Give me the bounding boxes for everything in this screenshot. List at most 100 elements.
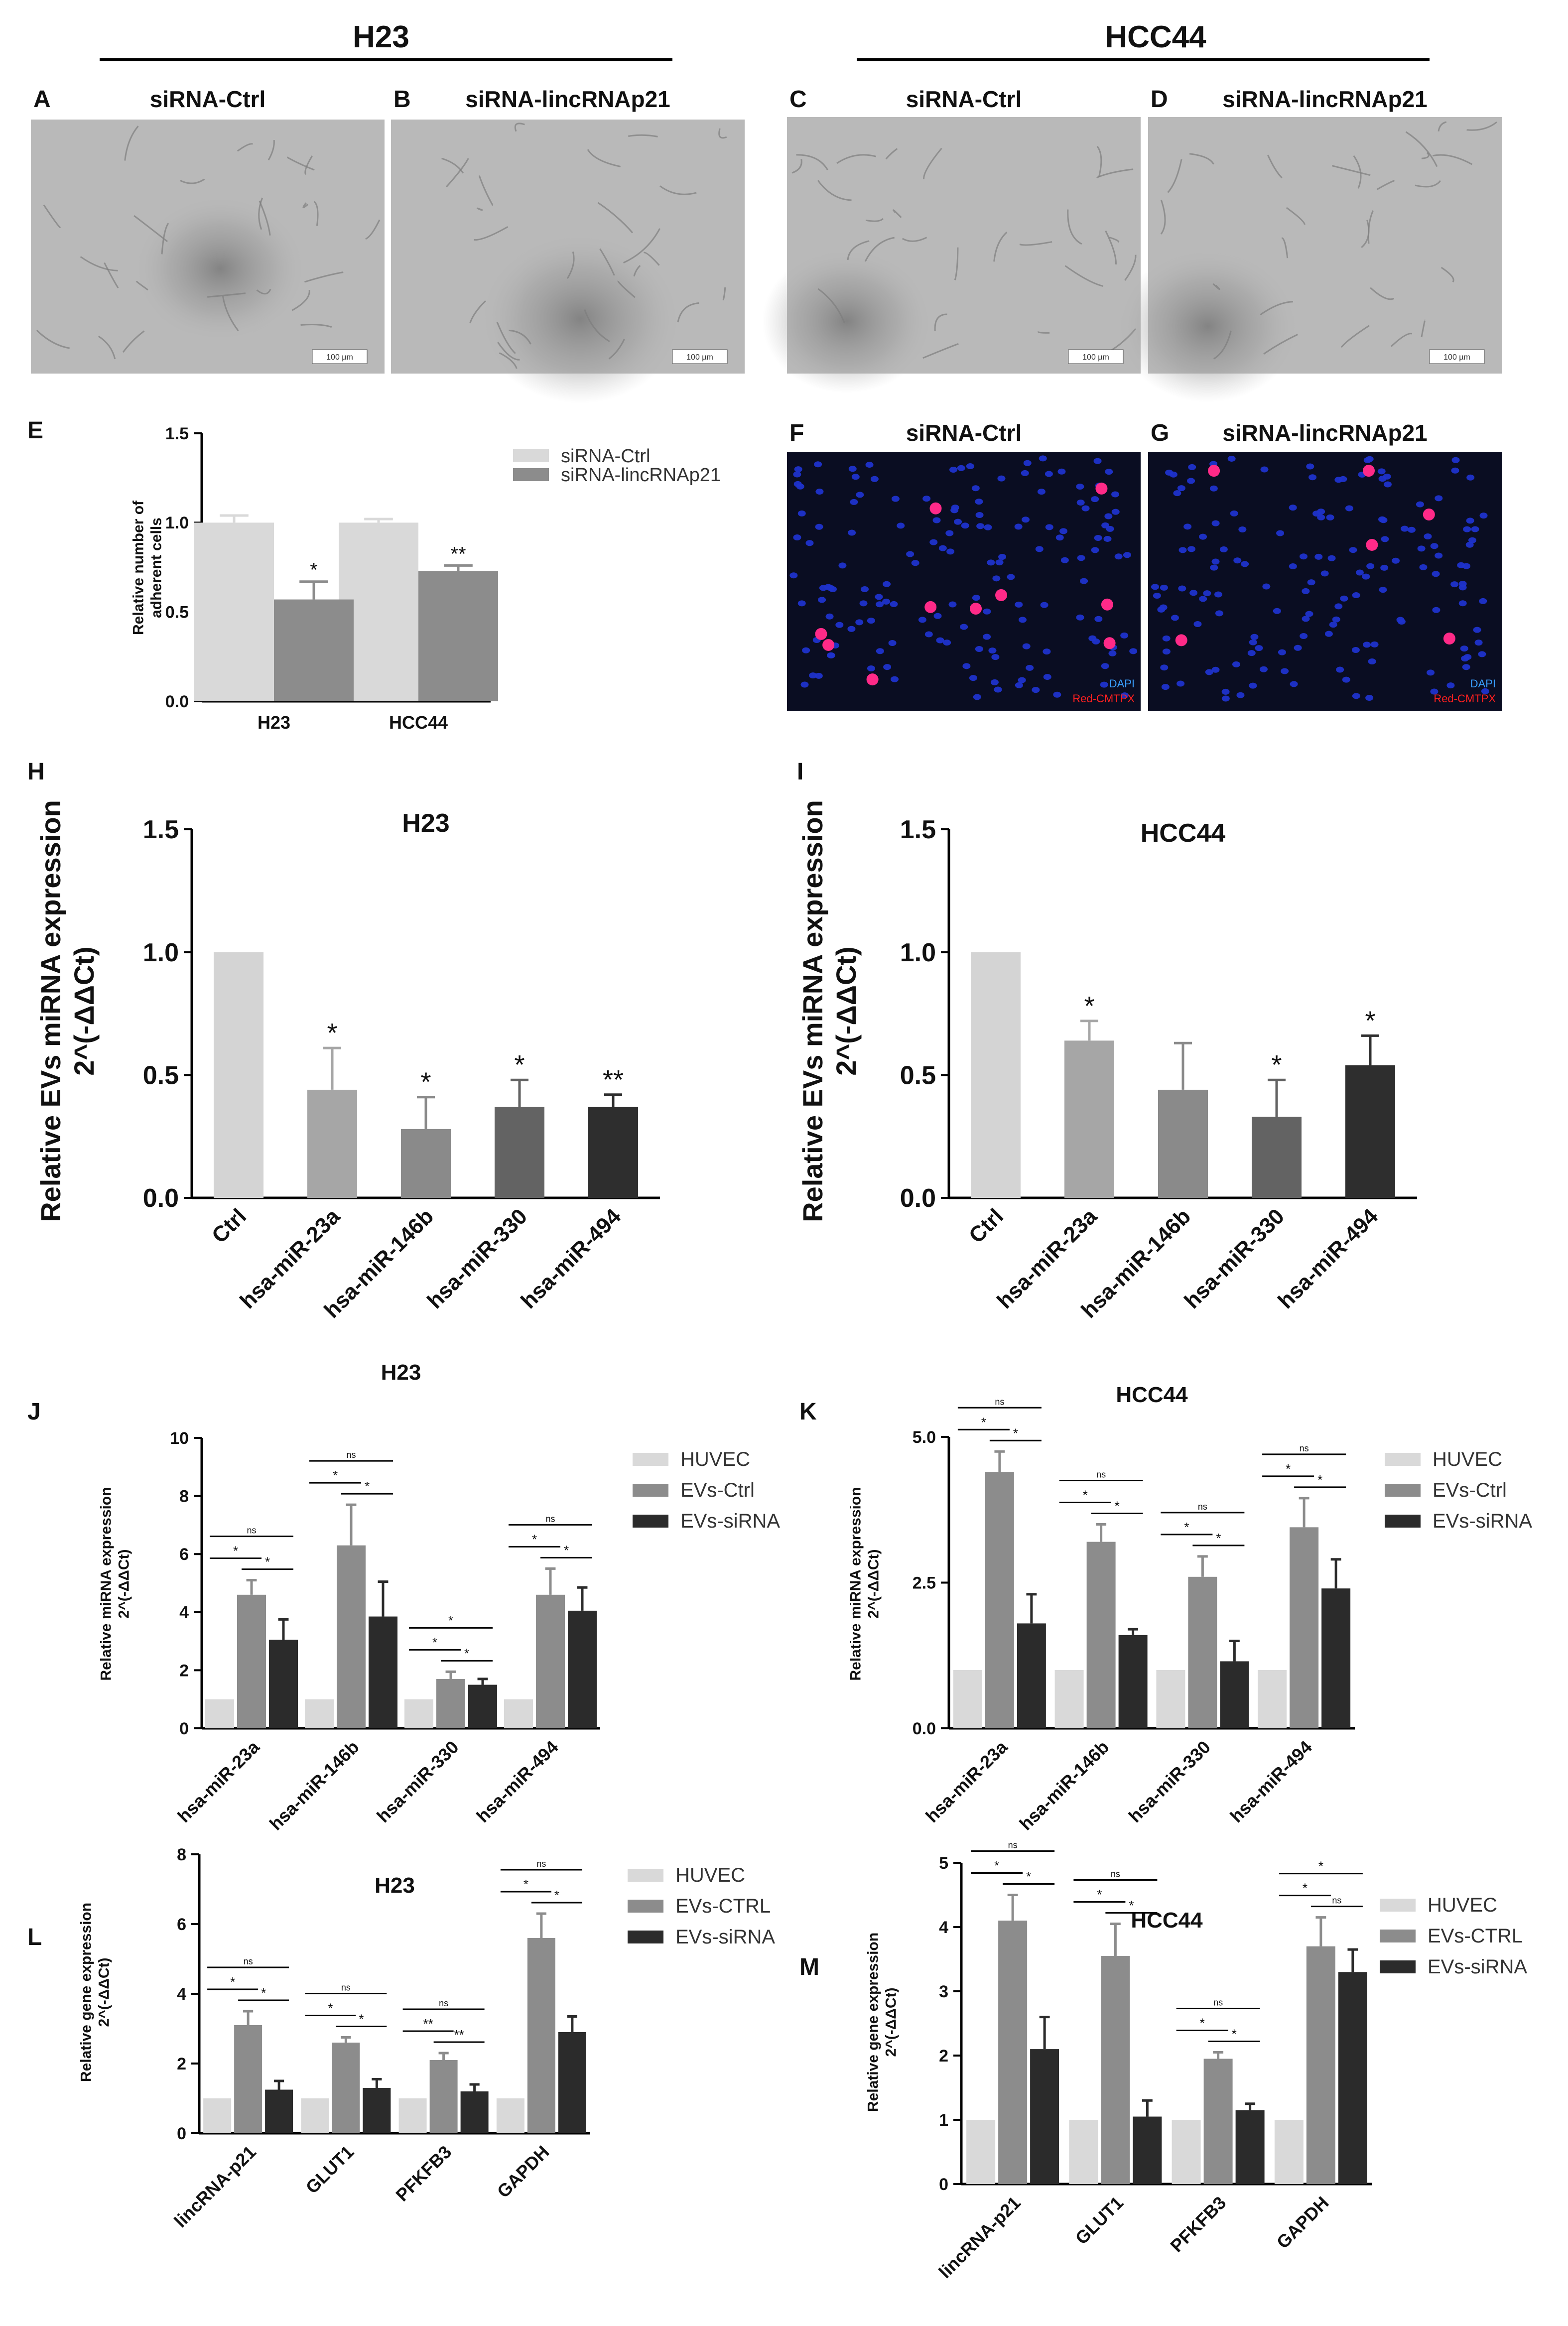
nucleus xyxy=(969,675,977,681)
bar xyxy=(401,1129,451,1198)
nucleus xyxy=(1471,526,1479,532)
nucleus xyxy=(1314,553,1323,560)
panel-letter: I xyxy=(797,759,803,785)
nucleus xyxy=(1300,553,1308,560)
y-axis-label: Relative miRNA expression 2^(-ΔΔCt) xyxy=(98,1487,132,1680)
bar xyxy=(305,1699,334,1728)
nucleus xyxy=(1022,643,1031,649)
nucleus xyxy=(1227,455,1236,462)
nucleus xyxy=(814,461,822,468)
nucleus xyxy=(1334,477,1343,483)
nucleus xyxy=(1120,632,1129,639)
comparison-mark: * xyxy=(230,1974,235,1989)
x-tick-label: hsa-miR-494 xyxy=(1226,1737,1315,1826)
nucleus xyxy=(1379,587,1387,593)
tube-segment xyxy=(836,154,877,164)
nucleus xyxy=(948,601,957,608)
nucleus xyxy=(1479,513,1488,519)
bar xyxy=(1235,2110,1265,2184)
legend-label: HUVEC xyxy=(675,1864,745,1886)
bar xyxy=(558,2032,586,2133)
nucleus xyxy=(1162,648,1171,655)
tube-segment xyxy=(1038,331,1050,334)
nucleus xyxy=(1160,584,1168,591)
x-tick-label: GLUT1 xyxy=(1071,2193,1127,2248)
nucleus xyxy=(883,581,891,587)
bar xyxy=(398,2098,427,2133)
tube-segment xyxy=(180,178,205,184)
tube-segment xyxy=(469,300,486,324)
chart-H: H H23 Relative EVs miRNA expression 2^(-ΔΔC… xyxy=(27,759,660,1323)
nucleus xyxy=(848,529,856,536)
y-tick-label: 4 xyxy=(177,1985,186,2004)
labelled-cell xyxy=(924,601,937,613)
nucleus xyxy=(1103,535,1112,542)
tube-segment xyxy=(514,123,525,132)
tube-segment xyxy=(258,197,263,230)
nucleus xyxy=(794,466,802,473)
x-tick-label: hsa-miR-330 xyxy=(1125,1737,1214,1826)
bar xyxy=(214,952,263,1198)
tube-segment xyxy=(923,147,942,179)
comparison-mark: ns xyxy=(1096,1470,1106,1480)
micrograph-title: siRNA-Ctrl xyxy=(906,86,1022,112)
nucleus xyxy=(1057,468,1066,475)
nucleus xyxy=(1022,517,1030,523)
nucleus xyxy=(1214,591,1222,598)
nucleus xyxy=(818,597,826,603)
tube-segment xyxy=(1160,199,1166,235)
comparison-mark: * xyxy=(1200,2016,1205,2031)
tube-segment xyxy=(1331,165,1371,176)
panel-letter: A xyxy=(33,86,51,113)
tube-segment xyxy=(304,155,313,175)
bar xyxy=(1220,1661,1249,1728)
chart-title: H23 xyxy=(402,809,449,838)
tube-segment xyxy=(791,159,802,174)
nucleus xyxy=(1081,505,1090,512)
tube-segment xyxy=(302,202,308,209)
nucleus xyxy=(1308,474,1317,481)
scale-bar-label: 100 µm xyxy=(686,353,713,362)
significance-mark: * xyxy=(420,1067,431,1097)
nucleus xyxy=(1221,695,1230,702)
nucleus xyxy=(815,488,824,495)
labelled-cell xyxy=(1175,634,1187,646)
comparison-mark: * xyxy=(1232,2027,1237,2042)
nucleus xyxy=(1199,533,1207,540)
bar xyxy=(307,1089,357,1198)
bar xyxy=(966,2120,996,2184)
y-axis-label-line: Relative miRNA expression xyxy=(848,1487,864,1680)
scale-bar-label: 100 µm xyxy=(1082,353,1109,362)
tube-segment xyxy=(300,324,332,328)
nucleus xyxy=(1363,642,1371,648)
tube-segment xyxy=(313,201,319,226)
nucleus xyxy=(1094,534,1102,541)
nucleus xyxy=(1327,555,1336,561)
bar xyxy=(404,1699,433,1728)
tube-segment xyxy=(304,271,344,283)
y-axis-label: Relative gene expression 2^(-ΔΔCt) xyxy=(78,1903,113,2082)
bar xyxy=(504,1699,533,1728)
tube-segment xyxy=(1096,168,1134,179)
nucleus xyxy=(1458,600,1467,607)
panel-letter: H xyxy=(27,759,45,785)
nucleus xyxy=(991,654,1000,660)
tube-segment xyxy=(608,339,625,360)
legend-label: EVs-Ctrl xyxy=(680,1479,755,1501)
nucleus xyxy=(1446,682,1455,689)
tube-segment xyxy=(1067,209,1082,245)
tube-segment xyxy=(497,342,520,361)
x-tick-label: GAPDH xyxy=(493,2142,553,2202)
chart-title: H23 xyxy=(381,1360,421,1385)
bar xyxy=(1203,2059,1233,2184)
bar xyxy=(1274,2120,1304,2184)
bar xyxy=(1338,1972,1367,2184)
legend-swatch xyxy=(513,468,549,481)
nucleus xyxy=(1160,664,1169,671)
tube-segment xyxy=(1019,241,1052,246)
y-tick-label: 5 xyxy=(939,1854,948,1873)
nucleus xyxy=(835,622,844,628)
y-axis-label: Relative gene expression 2^(-ΔΔCt) xyxy=(865,1933,900,2112)
